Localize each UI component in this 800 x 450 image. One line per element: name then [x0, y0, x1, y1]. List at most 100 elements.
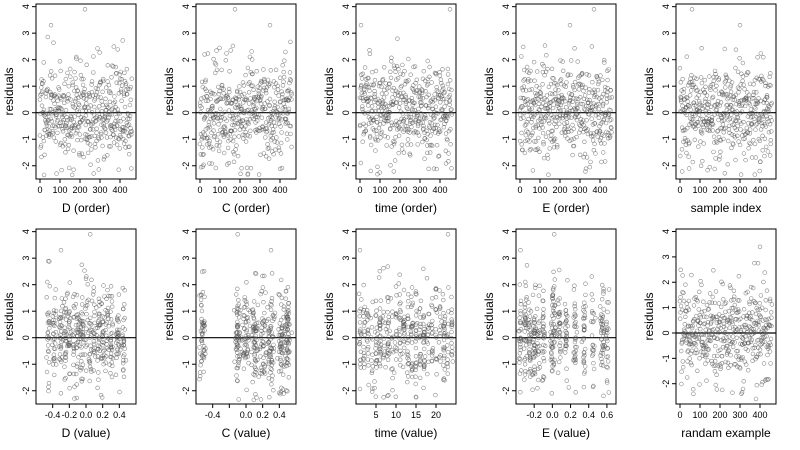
- data-point: [729, 80, 735, 85]
- data-point: [95, 94, 101, 100]
- data-point: [254, 105, 259, 111]
- data-point: [522, 377, 527, 382]
- data-point: [357, 341, 362, 347]
- y-tick-label: 4: [501, 229, 511, 234]
- data-point: [285, 348, 290, 353]
- data-point: [752, 105, 757, 110]
- data-point: [749, 337, 755, 342]
- data-point: [683, 282, 688, 287]
- data-point: [81, 340, 86, 345]
- data-point: [279, 130, 284, 135]
- data-point: [258, 354, 263, 359]
- data-point: [680, 359, 685, 364]
- data-point: [535, 329, 541, 334]
- x-tick-label: 100: [692, 185, 707, 195]
- data-point: [41, 138, 47, 144]
- data-point: [433, 295, 439, 300]
- data-point: [553, 87, 558, 92]
- data-point: [589, 274, 594, 279]
- data-point: [118, 118, 123, 124]
- data-point: [261, 344, 266, 349]
- data-point: [565, 278, 570, 283]
- x-tick-label: 0.4: [582, 410, 595, 420]
- data-point: [271, 388, 276, 393]
- data-point: [239, 105, 244, 110]
- data-point: [286, 109, 292, 115]
- data-point: [245, 335, 251, 340]
- data-point: [240, 132, 246, 138]
- data-point: [106, 105, 111, 110]
- data-point: [390, 388, 395, 393]
- data-point: [535, 386, 540, 391]
- data-point: [289, 144, 294, 150]
- data-point: [438, 117, 443, 123]
- data-point: [364, 310, 369, 316]
- data-point: [59, 339, 64, 345]
- data-point: [385, 343, 390, 348]
- data-point: [432, 115, 437, 120]
- data-point: [766, 109, 771, 115]
- data-point: [700, 106, 705, 111]
- data-point: [241, 305, 247, 310]
- data-point: [697, 109, 702, 114]
- data-point: [90, 120, 95, 125]
- data-point: [574, 134, 579, 140]
- data-point: [70, 80, 75, 85]
- data-point: [721, 118, 726, 123]
- data-point: [362, 365, 367, 370]
- data-point: [394, 329, 399, 334]
- data-point: [72, 88, 77, 94]
- data-point: [718, 149, 723, 155]
- data-point: [114, 355, 119, 360]
- data-point: [434, 88, 439, 93]
- data-point: [268, 248, 274, 253]
- data-point: [527, 148, 533, 153]
- data-point: [374, 313, 379, 318]
- data-point: [249, 49, 254, 54]
- data-point: [529, 132, 534, 138]
- data-point: [689, 82, 695, 88]
- data-point: [552, 303, 557, 308]
- y-tick-label: -2: [661, 162, 671, 170]
- data-point: [103, 85, 109, 90]
- data-point: [124, 91, 130, 97]
- data-point: [223, 130, 228, 135]
- data-point: [558, 108, 563, 113]
- data-point: [362, 361, 367, 366]
- x-tick-label: 0.0: [240, 410, 253, 420]
- data-point: [438, 92, 443, 98]
- data-point: [45, 337, 50, 342]
- data-point: [417, 84, 422, 89]
- x-tick-label: -0.2: [526, 410, 542, 420]
- data-point: [235, 378, 240, 384]
- data-point: [102, 347, 107, 352]
- data-point: [601, 116, 607, 122]
- data-point: [236, 397, 241, 402]
- data-point: [414, 395, 419, 400]
- data-point: [377, 349, 383, 354]
- data-point: [712, 369, 718, 374]
- data-point: [581, 371, 587, 376]
- data-point: [286, 87, 292, 93]
- data-point: [724, 75, 730, 81]
- data-point: [198, 152, 204, 157]
- data-point: [609, 130, 614, 135]
- data-point: [120, 285, 126, 291]
- data-point: [55, 98, 60, 103]
- data-point: [583, 169, 588, 174]
- data-point: [96, 136, 102, 142]
- data-point: [519, 54, 524, 59]
- data-point: [363, 320, 368, 325]
- data-point: [521, 78, 526, 83]
- data-point: [769, 323, 774, 329]
- data-point: [362, 65, 368, 70]
- data-point: [764, 93, 770, 98]
- data-point: [46, 384, 51, 389]
- data-point: [114, 142, 120, 147]
- data-point: [385, 310, 390, 315]
- data-point: [516, 356, 522, 361]
- data-point: [44, 88, 49, 93]
- data-point: [605, 114, 611, 119]
- data-point: [52, 295, 57, 301]
